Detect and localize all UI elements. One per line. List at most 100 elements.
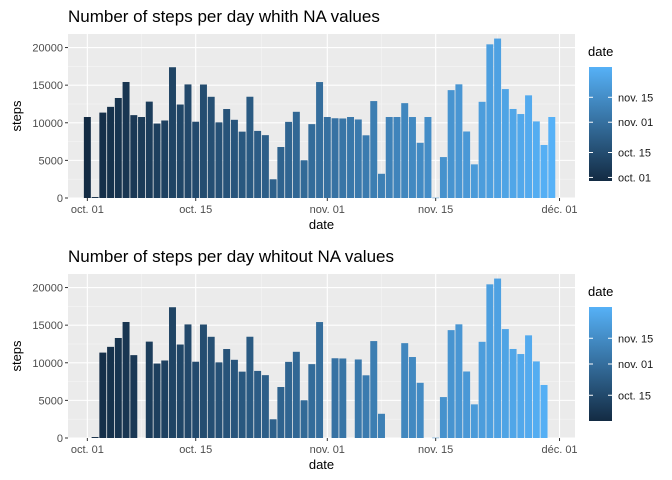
bar: [439, 397, 447, 438]
bar: [285, 361, 293, 438]
chart-without-na-values: Number of steps per day whitout NA value…: [9, 247, 653, 472]
bar: [83, 117, 91, 198]
bar: [223, 349, 231, 438]
bar: [153, 123, 161, 198]
bar: [277, 387, 285, 438]
bar: [486, 284, 494, 438]
bar: [316, 82, 324, 198]
chart-title: Number of steps per day whith NA values: [68, 7, 380, 26]
x-tick-label: nov. 15: [418, 444, 453, 456]
bar: [548, 117, 556, 198]
bar: [91, 437, 99, 438]
bar: [254, 370, 262, 438]
y-tick-label: 15000: [32, 80, 63, 92]
legend-colorbar: [589, 307, 612, 421]
bar: [432, 197, 440, 199]
bar: [269, 419, 277, 438]
bar: [176, 344, 184, 438]
y-tick-label: 5000: [39, 395, 63, 407]
bar: [230, 119, 238, 198]
y-tick-label: 20000: [32, 43, 63, 55]
x-tick-label: oct. 01: [71, 204, 104, 216]
bar: [501, 89, 509, 198]
bar: [269, 179, 277, 198]
bar: [114, 337, 122, 438]
bar: [517, 114, 525, 198]
bar: [215, 122, 223, 198]
bar: [370, 341, 378, 438]
bar: [130, 355, 138, 438]
legend-label: nov. 01: [618, 359, 653, 371]
bar: [114, 97, 122, 198]
bar: [246, 336, 254, 438]
x-tick-label: oct. 15: [179, 204, 212, 216]
bar: [91, 197, 99, 198]
bar: [339, 118, 347, 198]
bar: [408, 357, 416, 438]
bar: [122, 81, 130, 198]
bar: [432, 437, 440, 439]
bar: [540, 384, 548, 438]
y-axis-title: steps: [9, 340, 24, 372]
bar: [215, 362, 223, 438]
chart-title: Number of steps per day whitout NA value…: [68, 247, 394, 266]
bar: [192, 121, 200, 198]
bar: [254, 130, 262, 198]
bar: [416, 142, 424, 198]
bar: [401, 103, 409, 198]
bar: [378, 413, 385, 438]
x-tick-label: déc. 01: [541, 444, 577, 456]
bar: [184, 324, 192, 438]
bar: [285, 121, 293, 198]
bar: [370, 101, 378, 198]
bar: [385, 117, 393, 198]
bar: [525, 335, 533, 438]
bar: [478, 341, 486, 438]
bar: [331, 358, 339, 438]
bar: [161, 120, 169, 198]
bar: [470, 404, 478, 438]
bar: [463, 371, 471, 438]
x-axis-title: date: [309, 457, 334, 472]
bar: [540, 144, 548, 198]
x-tick-label: nov. 01: [310, 204, 345, 216]
bar: [261, 375, 269, 438]
bar: [107, 346, 115, 438]
legend-label: oct. 01: [618, 172, 651, 184]
bar: [447, 330, 455, 438]
bar: [316, 322, 324, 438]
legend-label: oct. 15: [618, 148, 651, 160]
bar: [238, 131, 246, 198]
bar: [455, 84, 463, 198]
bar: [463, 131, 471, 198]
bar: [517, 354, 525, 438]
bar: [99, 352, 107, 438]
bar: [447, 90, 455, 198]
bar: [230, 359, 238, 438]
bar: [169, 67, 176, 198]
bar: [401, 343, 409, 438]
bar: [161, 360, 169, 438]
bar: [261, 135, 269, 198]
bar: [308, 364, 316, 438]
bar: [277, 147, 285, 198]
x-axis-title: date: [309, 217, 334, 232]
y-tick-label: 0: [57, 193, 63, 205]
y-tick-label: 20000: [32, 283, 63, 295]
y-tick-label: 5000: [39, 155, 63, 167]
x-tick-label: oct. 15: [179, 444, 212, 456]
legend-label: nov. 01: [618, 117, 653, 129]
bar: [354, 359, 362, 438]
y-tick-label: 10000: [32, 358, 63, 370]
bar: [145, 101, 153, 198]
bar: [107, 106, 115, 198]
x-tick-label: nov. 01: [310, 444, 345, 456]
bar: [199, 324, 207, 438]
bar: [122, 321, 130, 438]
legend-title: date: [588, 44, 613, 59]
x-tick-label: oct. 01: [71, 444, 104, 456]
bar: [509, 348, 517, 438]
bar: [300, 400, 308, 438]
bar: [169, 307, 176, 438]
legend-title: date: [588, 284, 613, 299]
